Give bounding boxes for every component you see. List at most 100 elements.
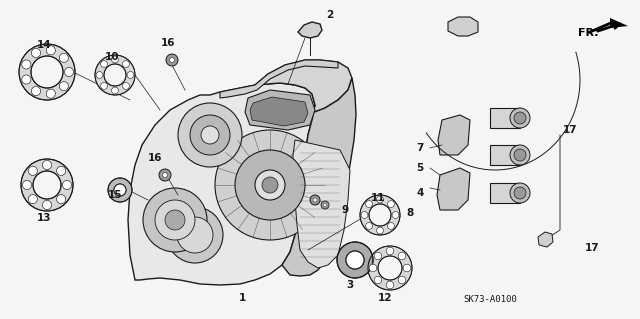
Circle shape xyxy=(46,46,56,55)
Text: 10: 10 xyxy=(105,52,119,62)
Text: 5: 5 xyxy=(417,163,424,173)
Circle shape xyxy=(321,201,329,209)
Polygon shape xyxy=(255,60,352,113)
Circle shape xyxy=(510,145,530,165)
Polygon shape xyxy=(282,78,356,276)
Circle shape xyxy=(323,204,326,207)
Circle shape xyxy=(155,200,195,240)
Wedge shape xyxy=(108,178,132,202)
Circle shape xyxy=(365,223,372,229)
Circle shape xyxy=(514,112,526,124)
Text: 8: 8 xyxy=(406,208,413,218)
Circle shape xyxy=(215,130,325,240)
Circle shape xyxy=(510,183,530,203)
Circle shape xyxy=(201,126,219,144)
Circle shape xyxy=(28,166,37,175)
Circle shape xyxy=(262,177,278,193)
Text: 13: 13 xyxy=(36,213,51,223)
Text: 17: 17 xyxy=(585,243,599,253)
Wedge shape xyxy=(337,242,373,278)
Polygon shape xyxy=(250,97,308,126)
Circle shape xyxy=(111,87,118,94)
Circle shape xyxy=(386,247,394,255)
Circle shape xyxy=(510,108,530,128)
Circle shape xyxy=(403,264,411,272)
Circle shape xyxy=(114,184,126,196)
Circle shape xyxy=(31,48,40,57)
Circle shape xyxy=(386,281,394,289)
Circle shape xyxy=(374,276,382,284)
Circle shape xyxy=(165,210,185,230)
Circle shape xyxy=(388,201,394,207)
Text: 1: 1 xyxy=(238,293,246,303)
Polygon shape xyxy=(128,83,315,285)
Polygon shape xyxy=(538,232,553,247)
Circle shape xyxy=(122,83,129,89)
Text: 2: 2 xyxy=(326,10,333,20)
Text: 16: 16 xyxy=(148,153,163,163)
Polygon shape xyxy=(437,168,470,210)
Circle shape xyxy=(365,201,372,207)
Text: 11: 11 xyxy=(371,193,385,203)
Wedge shape xyxy=(95,55,135,95)
Circle shape xyxy=(310,195,320,205)
Text: 7: 7 xyxy=(416,143,424,153)
Circle shape xyxy=(159,169,171,181)
Bar xyxy=(490,145,520,165)
Circle shape xyxy=(56,166,66,175)
Polygon shape xyxy=(610,18,628,28)
Circle shape xyxy=(60,82,68,91)
Text: 15: 15 xyxy=(108,190,122,200)
Circle shape xyxy=(65,67,74,77)
Text: 16: 16 xyxy=(161,38,175,48)
Text: 4: 4 xyxy=(416,188,424,198)
Circle shape xyxy=(143,188,207,252)
Circle shape xyxy=(22,181,31,189)
Circle shape xyxy=(313,198,317,202)
Circle shape xyxy=(178,103,242,167)
Circle shape xyxy=(177,217,213,253)
Circle shape xyxy=(22,60,31,69)
Circle shape xyxy=(100,61,108,67)
Circle shape xyxy=(100,83,108,89)
Circle shape xyxy=(166,54,178,66)
Wedge shape xyxy=(368,246,412,290)
Circle shape xyxy=(398,252,406,260)
Circle shape xyxy=(96,71,103,78)
Wedge shape xyxy=(360,195,400,235)
Circle shape xyxy=(170,58,174,63)
Text: 3: 3 xyxy=(346,280,354,290)
Text: 14: 14 xyxy=(36,40,51,50)
Circle shape xyxy=(376,196,383,203)
Circle shape xyxy=(42,160,52,170)
Text: 17: 17 xyxy=(563,125,577,135)
Text: 9: 9 xyxy=(341,205,349,215)
Circle shape xyxy=(398,276,406,284)
Text: FR.: FR. xyxy=(578,28,598,38)
Polygon shape xyxy=(448,17,478,36)
Circle shape xyxy=(60,53,68,63)
Circle shape xyxy=(376,227,383,234)
Polygon shape xyxy=(298,22,322,38)
Bar xyxy=(490,183,520,203)
Circle shape xyxy=(42,200,52,210)
Wedge shape xyxy=(21,159,73,211)
Circle shape xyxy=(111,56,118,63)
Circle shape xyxy=(369,264,377,272)
Wedge shape xyxy=(19,44,75,100)
Circle shape xyxy=(346,251,364,269)
Text: 12: 12 xyxy=(378,293,392,303)
Circle shape xyxy=(167,207,223,263)
Circle shape xyxy=(46,89,56,98)
Circle shape xyxy=(163,173,168,177)
Circle shape xyxy=(63,181,72,189)
Circle shape xyxy=(56,195,66,204)
Circle shape xyxy=(31,86,40,96)
Circle shape xyxy=(22,75,31,84)
Polygon shape xyxy=(293,140,350,268)
Circle shape xyxy=(514,149,526,161)
Polygon shape xyxy=(245,90,315,130)
Polygon shape xyxy=(220,60,338,98)
Text: SK73-A0100: SK73-A0100 xyxy=(463,295,517,305)
Circle shape xyxy=(388,223,394,229)
